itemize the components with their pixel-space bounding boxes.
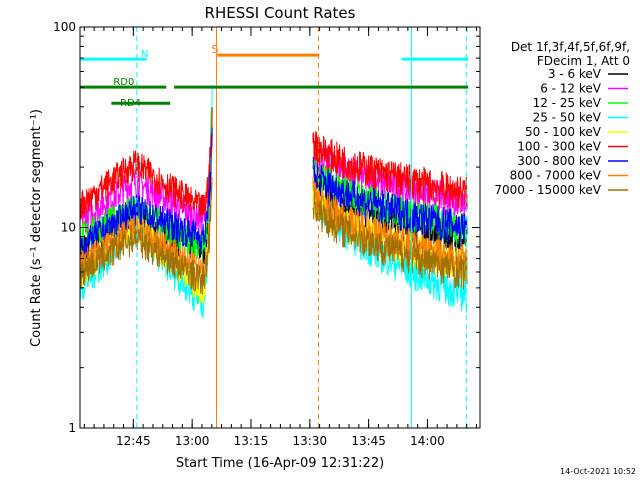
x-axis-label: Start Time (16-Apr-09 12:31:22)	[176, 456, 384, 471]
series-line-9-before	[79, 182, 213, 295]
series-line-6-after	[312, 131, 468, 210]
x-tick-label: 13:45	[351, 434, 386, 448]
y-axis-label: Count Rate (s⁻¹ detector segment⁻¹)	[29, 109, 44, 347]
marker-label-N: N	[141, 49, 148, 60]
marker-label-RD4: RD4	[120, 98, 141, 109]
y-tick-label: 100	[53, 20, 76, 34]
legend-header-line-2: FDecim 1, Att 0	[537, 54, 630, 68]
x-tick-label: 13:30	[293, 434, 328, 448]
chart-title: RHESSI Count Rates	[205, 4, 356, 22]
x-tick-label: 14:00	[410, 434, 445, 448]
legend-label-2: 6 - 12 keV	[540, 82, 602, 96]
legend-label-6: 100 - 300 keV	[517, 140, 601, 154]
legend-header-line-1: Det 1f,3f,4f,5f,6f,9f,	[511, 40, 630, 54]
series-line-7-before	[79, 127, 213, 260]
x-tick-label: 13:00	[175, 434, 210, 448]
legend-label-4: 25 - 50 keV	[533, 111, 602, 125]
series-line-6-before	[79, 107, 213, 221]
legend-label-8: 800 - 7000 keV	[510, 169, 602, 183]
legend-label-3: 12 - 25 keV	[533, 96, 602, 110]
series-line-7-after	[312, 157, 468, 244]
footer-timestamp: 14-Oct-2021 10:52	[560, 467, 636, 476]
legend-label-9: 7000 - 15000 keV	[494, 183, 601, 197]
legend-label-5: 50 - 100 keV	[525, 125, 602, 139]
marker-label-RD0: RD0	[113, 77, 134, 88]
marker-label-S: S	[211, 43, 218, 56]
series-line-9-after	[312, 189, 468, 290]
legend-label-7: 300 - 800 keV	[517, 154, 601, 168]
y-tick-label: 10	[61, 221, 76, 235]
legend-label-1: 3 - 6 keV	[548, 67, 602, 81]
x-tick-label: 13:15	[234, 434, 269, 448]
plot-area: N S RD0 RD4 1 10 100 12:45 13:00 13:15 13:30 13:45 1…	[53, 20, 481, 448]
y-tick-label: 1	[68, 421, 76, 435]
x-tick-label: 12:45	[116, 434, 151, 448]
